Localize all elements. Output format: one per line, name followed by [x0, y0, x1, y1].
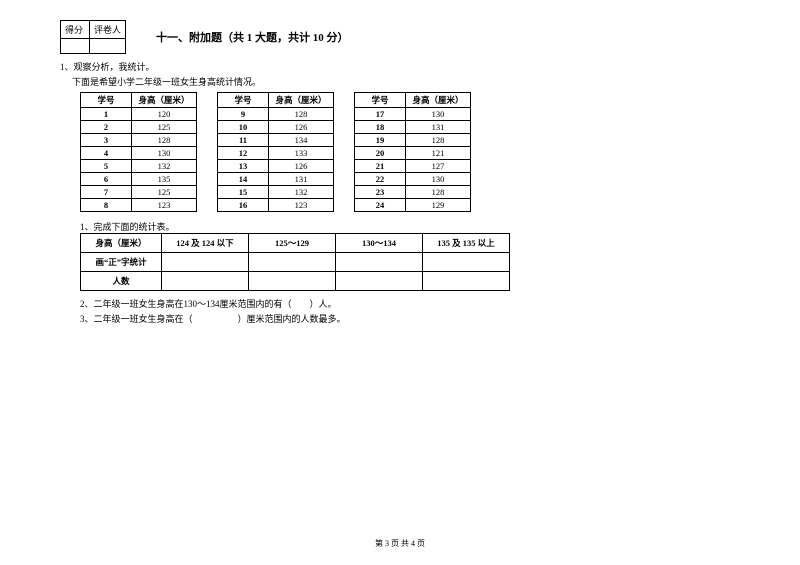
score-col-1: 得分 — [61, 21, 90, 39]
stat-cell — [162, 272, 249, 291]
sub-question-1: 1、完成下面的统计表。 — [80, 220, 740, 233]
stat-th-1: 124 及 124 以下 — [162, 234, 249, 253]
section-title: 十一、附加题（共 1 大题，共计 10 分） — [156, 29, 349, 45]
sub-question-3: 3、二年级一班女生身高在（ ）厘米范围内的人数最多。 — [80, 312, 740, 325]
stat-row-2-label: 人数 — [81, 272, 162, 291]
statistics-table: 身高（厘米） 124 及 124 以下 125～129 130～134 135 … — [80, 233, 510, 291]
stat-th-3: 130～134 — [336, 234, 423, 253]
table-row: 6135 14131 22130 — [81, 173, 471, 186]
stat-th-2: 125～129 — [249, 234, 336, 253]
stat-cell — [336, 253, 423, 272]
score-col-2: 评卷人 — [90, 21, 126, 39]
th-id-c: 学号 — [355, 93, 406, 108]
table-row: 2125 10126 18131 — [81, 121, 471, 134]
height-data-table: 学号 身高（厘米） 学号 身高（厘米） 学号 身高（厘米） 1120 9128 … — [80, 92, 471, 212]
stat-cell — [336, 272, 423, 291]
stat-th-0: 身高（厘米） — [81, 234, 162, 253]
page-footer: 第 3 页 共 4 页 — [0, 538, 800, 549]
th-h-c: 身高（厘米） — [406, 93, 471, 108]
question-number: 1、观察分析，我统计。 — [60, 60, 740, 73]
th-h-b: 身高（厘米） — [269, 93, 334, 108]
table-row: 7125 15132 23128 — [81, 186, 471, 199]
table-row: 8123 16123 24129 — [81, 199, 471, 212]
stat-cell — [162, 253, 249, 272]
th-id-a: 学号 — [81, 93, 132, 108]
intro-text: 下面是希望小学二年级一班女生身高统计情况。 — [72, 75, 740, 88]
stat-cell — [423, 272, 510, 291]
table-row: 5132 13126 21127 — [81, 160, 471, 173]
sub-question-2: 2、二年级一班女生身高在130～134厘米范围内的有（ ）人。 — [80, 297, 740, 310]
score-box: 得分 评卷人 — [60, 20, 126, 54]
stat-th-4: 135 及 135 以上 — [423, 234, 510, 253]
stat-cell — [249, 272, 336, 291]
score-blank-2 — [90, 39, 126, 54]
th-h-a: 身高（厘米） — [132, 93, 197, 108]
score-blank-1 — [61, 39, 90, 54]
table-row: 4130 12133 20121 — [81, 147, 471, 160]
table-row: 3128 11134 19128 — [81, 134, 471, 147]
stat-cell — [423, 253, 510, 272]
stat-cell — [249, 253, 336, 272]
table-row: 1120 9128 17130 — [81, 108, 471, 121]
th-id-b: 学号 — [218, 93, 269, 108]
stat-row-1-label: 画“正”字统计 — [81, 253, 162, 272]
